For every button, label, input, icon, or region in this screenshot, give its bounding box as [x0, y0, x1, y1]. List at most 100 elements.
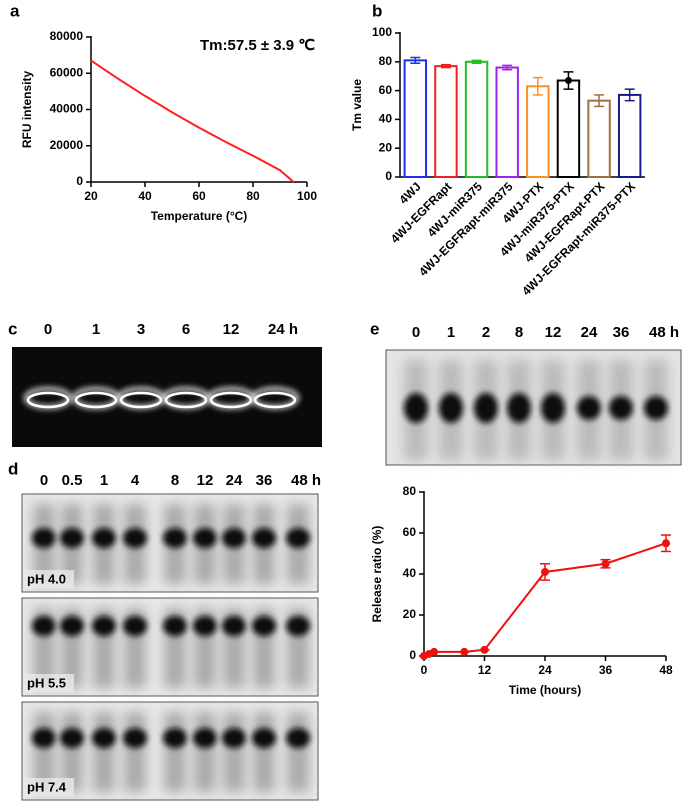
lane-label: 0 — [412, 324, 420, 341]
lane-label: 2 — [482, 324, 490, 341]
panel-label: b — [372, 1, 382, 20]
gel — [385, 349, 682, 466]
error-bar — [594, 94, 605, 108]
y-tick-label: 80 — [403, 484, 417, 498]
band — [644, 396, 668, 420]
band — [404, 393, 428, 423]
lane-label: 12 — [545, 324, 562, 341]
band — [252, 616, 276, 636]
x-tick-label: 4WJ — [396, 179, 423, 206]
lane-label: 3 — [137, 321, 145, 338]
y-tick-label: 80 — [379, 54, 393, 68]
lane-label: 24 — [581, 324, 598, 341]
x-tick-label: 20 — [84, 189, 98, 203]
band — [163, 616, 187, 636]
x-tick-label: 0 — [421, 663, 428, 677]
point — [662, 539, 670, 548]
label-bg — [24, 674, 74, 692]
band — [32, 528, 56, 548]
lane-label: 0 — [40, 472, 48, 489]
bar — [464, 60, 489, 178]
error-bar — [502, 64, 513, 71]
condition-label: pH 7.4 — [27, 779, 67, 794]
x-axis-label: Time (hours) — [509, 683, 581, 697]
point — [564, 77, 572, 85]
y-axis-label: Tm value — [350, 79, 364, 131]
error-bar — [532, 76, 543, 96]
panel-label: e — [370, 319, 379, 338]
band — [119, 391, 163, 409]
smear — [194, 712, 216, 792]
bar — [587, 99, 611, 178]
point — [480, 645, 489, 654]
bar — [617, 93, 642, 178]
band — [439, 393, 463, 423]
smear — [164, 712, 186, 792]
band — [253, 391, 297, 409]
lane-label: 48 h — [649, 324, 679, 341]
point — [601, 559, 610, 568]
y-tick-label: 20000 — [50, 138, 84, 152]
band — [74, 391, 118, 409]
y-tick-label: 20 — [403, 607, 417, 621]
band — [163, 728, 187, 748]
lane-label: 36 — [256, 472, 273, 489]
smear — [287, 712, 309, 792]
smear — [93, 712, 115, 792]
y-axis-label: RFU intensity — [20, 71, 34, 149]
band — [26, 391, 70, 409]
band — [32, 616, 56, 636]
band — [222, 528, 246, 548]
lane-label: 12 — [197, 472, 214, 489]
band — [123, 728, 147, 748]
lane-label: 8 — [171, 472, 179, 489]
band — [60, 528, 84, 548]
band — [474, 393, 498, 423]
x-tick-label: 60 — [192, 189, 206, 203]
x-tick-label: 36 — [599, 663, 613, 677]
y-axis-label: Release ratio (%) — [370, 526, 384, 623]
panel-label: c — [8, 319, 17, 338]
y-tick-label: 60000 — [50, 65, 84, 79]
lane-label: 6 — [182, 321, 190, 338]
band — [60, 728, 84, 748]
band — [222, 616, 246, 636]
lane-label: 48 h — [291, 472, 321, 489]
smear — [253, 712, 275, 792]
y-tick-label: 0 — [76, 174, 83, 188]
lane-label: 36 — [613, 324, 630, 341]
label-bg — [24, 570, 74, 588]
band — [286, 728, 310, 748]
panel-label: a — [10, 1, 20, 20]
bar — [403, 59, 428, 178]
band — [193, 528, 217, 548]
band — [92, 728, 116, 748]
y-tick-label: 60 — [379, 83, 393, 97]
band — [123, 616, 147, 636]
bar — [434, 65, 458, 178]
x-tick-label: 80 — [246, 189, 260, 203]
y-tick-label: 60 — [403, 525, 417, 539]
lane-label: 12 — [223, 321, 240, 338]
y-tick-label: 40 — [379, 112, 393, 126]
band — [92, 616, 116, 636]
band — [60, 616, 84, 636]
band — [252, 528, 276, 548]
x-tick-label: 24 — [538, 663, 552, 677]
lane-label: 24 h — [268, 321, 298, 338]
band — [609, 396, 633, 420]
band — [286, 616, 310, 636]
band — [541, 393, 565, 423]
lane-label: 8 — [515, 324, 523, 341]
x-tick-label: 40 — [138, 189, 152, 203]
x-axis-label: Temperature (°C) — [151, 209, 248, 223]
bar — [526, 85, 550, 178]
bar — [495, 66, 519, 178]
condition-label: pH 4.0 — [27, 571, 66, 586]
band — [193, 616, 217, 636]
panel-label: d — [8, 459, 18, 478]
smear — [124, 712, 146, 792]
bar — [556, 79, 581, 178]
band — [193, 728, 217, 748]
y-tick-label: 0 — [409, 648, 416, 662]
